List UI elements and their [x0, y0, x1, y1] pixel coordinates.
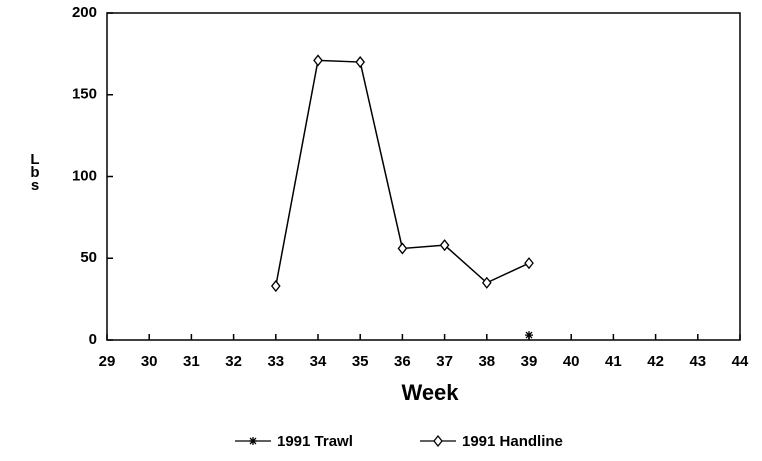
marker [439, 239, 450, 252]
marker [481, 276, 492, 289]
x-tick-label: 29 [99, 353, 116, 370]
legend-label: 1991 Handline [462, 433, 563, 450]
x-tick-label: 35 [352, 353, 369, 370]
x-tick-label: 34 [310, 353, 327, 370]
y-tick-label: 200 [72, 4, 97, 21]
x-tick-label: 32 [225, 353, 242, 370]
x-tick-label: 43 [689, 353, 706, 370]
x-tick-label: 39 [521, 353, 538, 370]
plot-frame [106, 12, 741, 341]
marker [270, 280, 281, 293]
marker [313, 54, 323, 67]
x-tick-label: 44 [732, 353, 749, 370]
legend-marker [433, 434, 443, 448]
marker [525, 331, 533, 340]
x-tick-label: 40 [563, 353, 580, 370]
x-tick-label: 41 [605, 353, 622, 370]
x-tick-label: 31 [183, 353, 200, 370]
marker [524, 257, 534, 270]
legend-label: 1991 Trawl [277, 433, 353, 450]
x-axis-label: Week [401, 380, 459, 405]
legend-marker [249, 437, 257, 445]
y-tick-label: 0 [89, 331, 97, 348]
x-tick-label: 38 [478, 353, 495, 370]
marker [397, 242, 408, 255]
x-tick-label: 37 [436, 353, 453, 370]
y-tick-label: 100 [72, 167, 97, 184]
x-tick-label: 36 [394, 353, 411, 370]
x-tick-label: 30 [141, 353, 158, 370]
marker [355, 56, 366, 69]
x-tick-label: 33 [267, 353, 284, 370]
y-tick-label: 150 [72, 86, 97, 103]
y-tick-label: 50 [80, 249, 97, 266]
x-tick-label: 42 [647, 353, 664, 370]
